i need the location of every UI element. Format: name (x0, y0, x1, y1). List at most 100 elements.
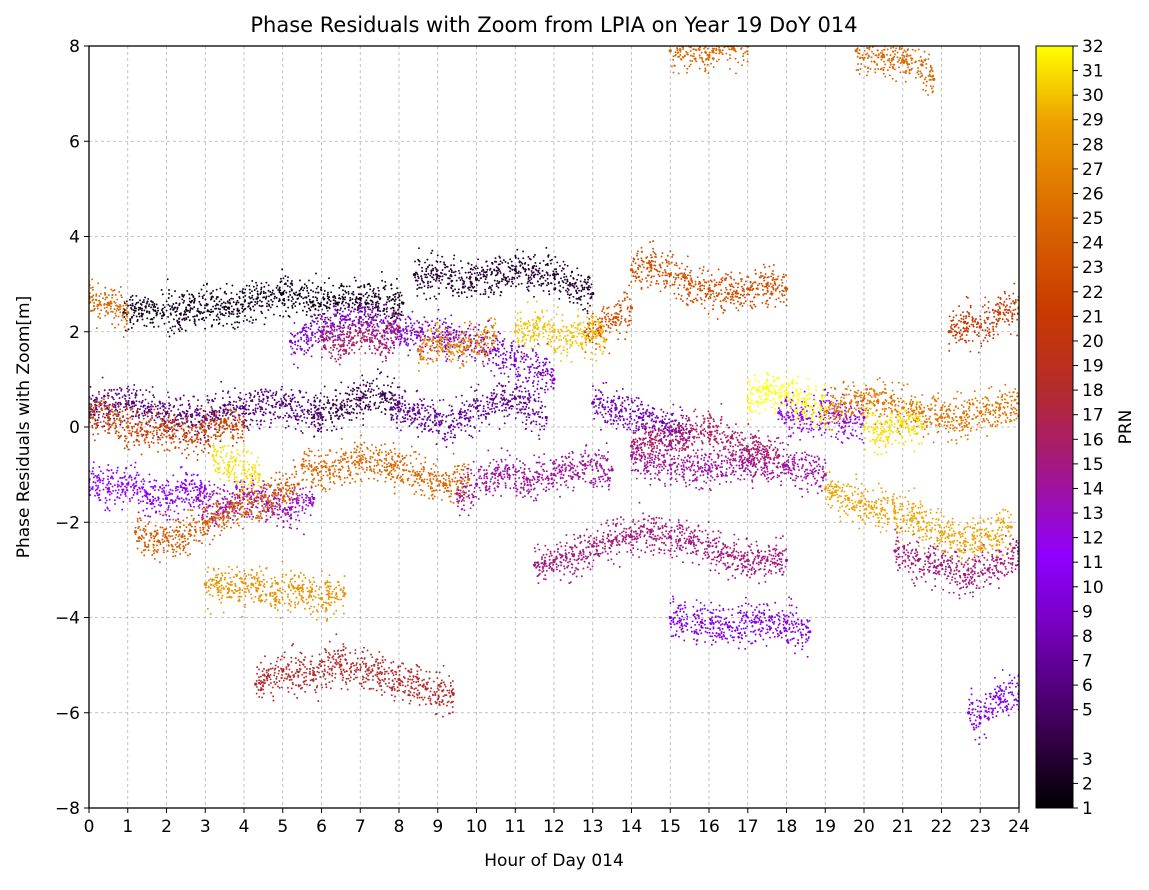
residual-point (970, 720, 972, 722)
residual-point (290, 405, 292, 407)
residual-point (984, 702, 986, 704)
residual-point (657, 417, 659, 419)
residual-point (589, 277, 591, 279)
residual-point (647, 404, 649, 406)
residual-point (356, 296, 358, 298)
residual-point (672, 621, 674, 623)
residual-point (181, 404, 183, 406)
residual-point (633, 430, 635, 432)
residual-point (116, 410, 118, 412)
residual-point (523, 368, 525, 370)
residual-point (492, 263, 494, 265)
residual-point (556, 261, 558, 263)
residual-point (778, 612, 780, 614)
residual-point (545, 385, 547, 387)
residual-point (368, 283, 370, 285)
residual-point (772, 621, 774, 623)
residual-point (433, 274, 435, 276)
residual-point (352, 302, 354, 304)
residual-point (219, 414, 221, 416)
residual-point (365, 293, 367, 295)
residual-point (178, 321, 180, 323)
residual-point (369, 285, 371, 287)
residual-point (327, 295, 329, 297)
residual-point (204, 328, 206, 330)
residual-point (163, 312, 165, 314)
residual-point (518, 396, 520, 398)
residual-point (269, 411, 271, 413)
residual-point (324, 319, 326, 321)
residual-point (312, 296, 314, 298)
residual-point (506, 280, 508, 282)
residual-point (747, 617, 749, 619)
residual-point (539, 373, 541, 375)
residual-point (308, 292, 310, 294)
residual-point (390, 419, 392, 421)
residual-point (717, 616, 719, 618)
residual-point (231, 313, 233, 315)
residual-point (282, 277, 284, 279)
residual-point (344, 290, 346, 292)
residual-point (443, 414, 445, 416)
residual-point (755, 615, 757, 617)
residual-point (125, 395, 127, 397)
residual-point (520, 361, 522, 363)
residual-point (476, 389, 478, 391)
residual-point (238, 322, 240, 324)
residual-point (671, 414, 673, 416)
residual-point (394, 293, 396, 295)
residual-point (527, 390, 529, 392)
residual-point (673, 423, 675, 425)
residual-point (445, 322, 447, 324)
residual-point (359, 302, 361, 304)
residual-point (450, 430, 452, 432)
residual-point (522, 357, 524, 359)
residual-point (126, 388, 128, 390)
residual-point (216, 303, 218, 305)
residual-point (119, 387, 121, 389)
residual-point (196, 412, 198, 414)
residual-point (252, 412, 254, 414)
residual-point (319, 303, 321, 305)
residual-point (108, 389, 110, 391)
residual-point (325, 321, 327, 323)
residual-point (132, 303, 134, 305)
residual-point (486, 397, 488, 399)
residual-point (750, 622, 752, 624)
residual-point (696, 643, 698, 645)
residual-point (126, 404, 128, 406)
residual-point (496, 266, 498, 268)
residual-point (218, 308, 220, 310)
residual-point (774, 616, 776, 618)
residual-point (709, 628, 711, 630)
residual-point (112, 397, 114, 399)
residual-point (330, 322, 332, 324)
residual-point (458, 326, 460, 328)
residual-point (374, 402, 376, 404)
residual-point (674, 623, 676, 625)
residual-point (421, 400, 423, 402)
residual-point (313, 404, 315, 406)
residual-point (187, 411, 189, 413)
residual-point (995, 715, 997, 717)
residual-point (149, 322, 151, 324)
residual-point (372, 290, 374, 292)
residual-point (350, 405, 352, 407)
residual-point (169, 336, 171, 338)
residual-point (256, 303, 258, 305)
residual-point (538, 434, 540, 436)
residual-point (686, 415, 688, 417)
residual-point (533, 394, 535, 396)
residual-point (346, 404, 348, 406)
residual-point (418, 260, 420, 262)
residual-point (262, 305, 264, 307)
residual-point (624, 400, 626, 402)
residual-point (484, 410, 486, 412)
residual-point (268, 284, 270, 286)
residual-point (480, 400, 482, 402)
residual-point (478, 384, 480, 386)
residual-point (517, 375, 519, 377)
residual-point (273, 297, 275, 299)
residual-point (349, 319, 351, 321)
residual-point (652, 412, 654, 414)
